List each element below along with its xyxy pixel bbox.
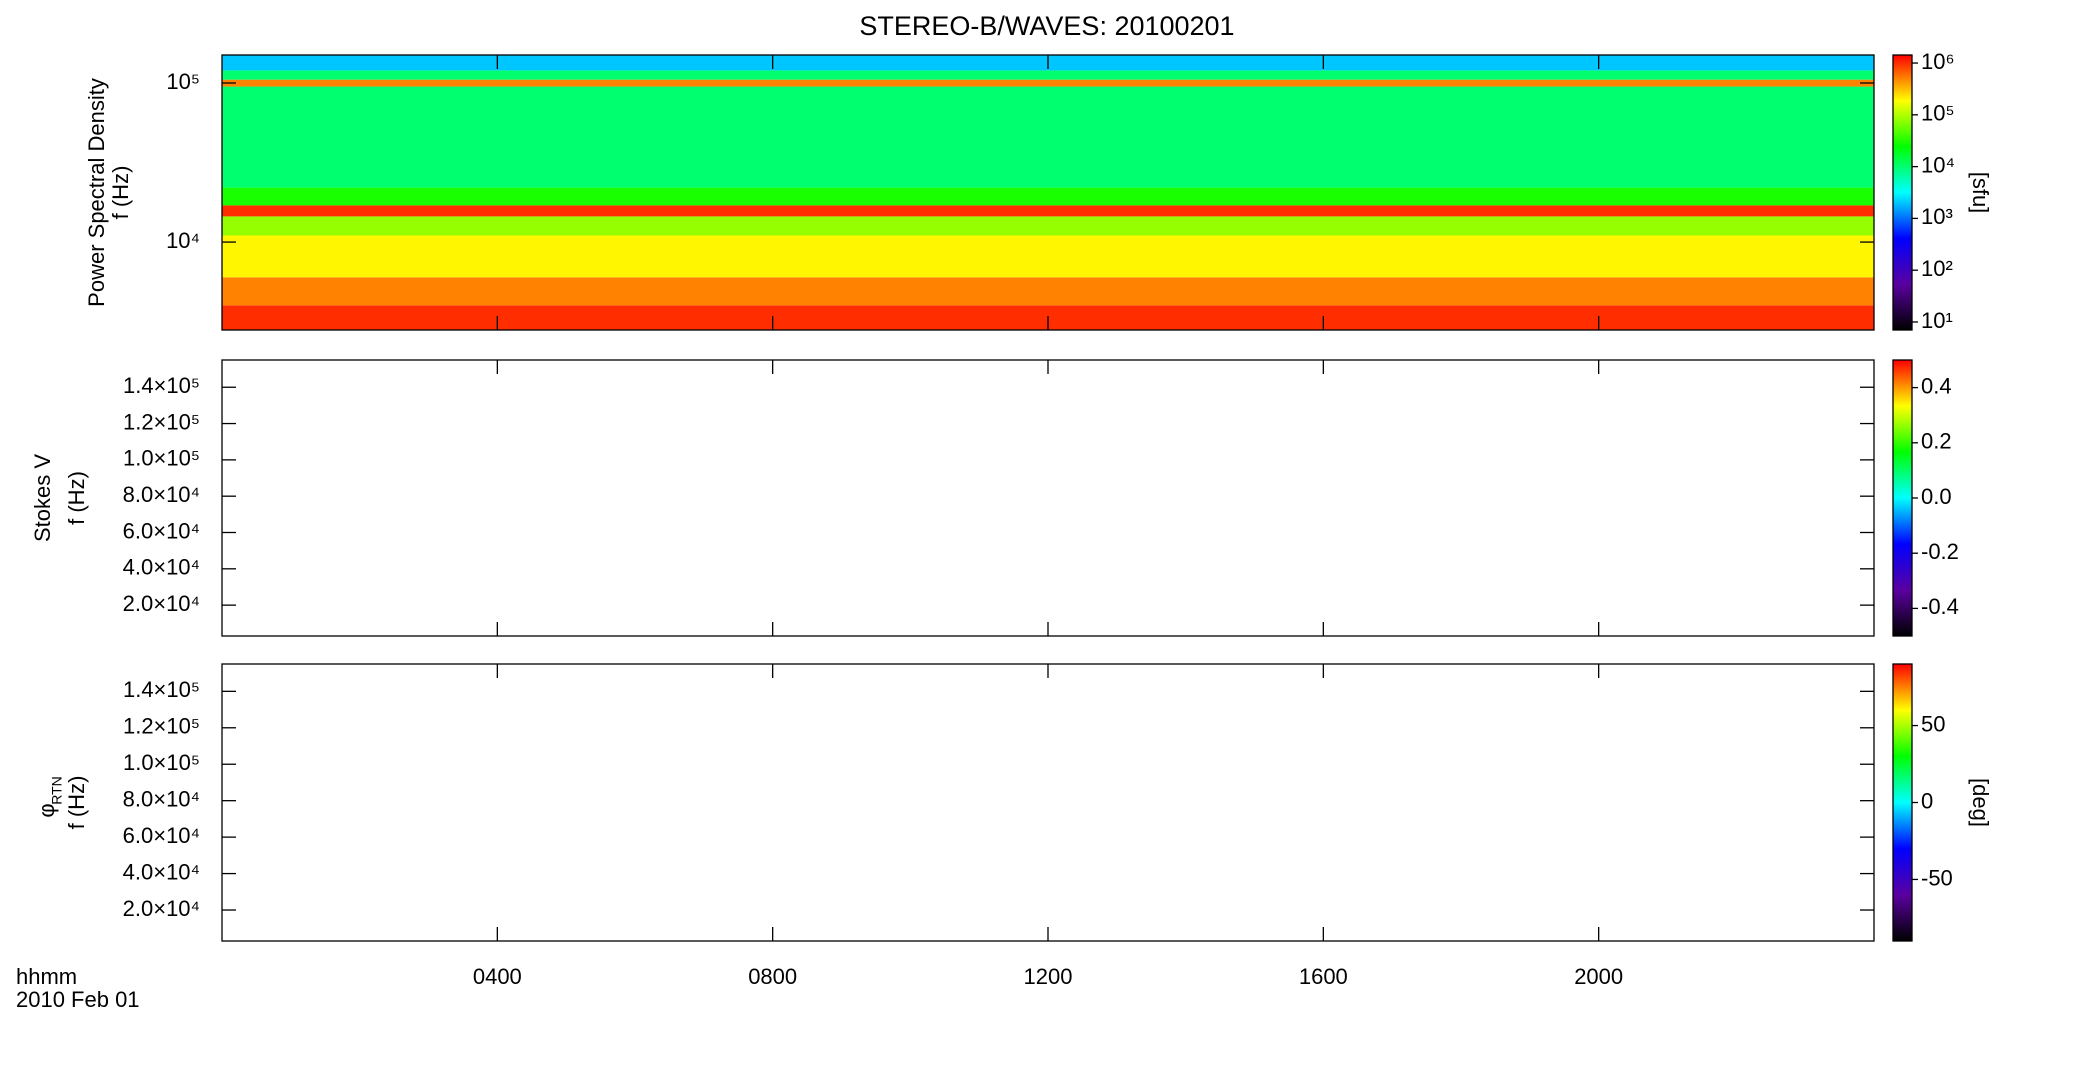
y-tick-label: 2.0×10⁴	[123, 896, 200, 921]
spectrogram-band	[222, 79, 1874, 87]
colorbar-tick-label: 0	[1921, 788, 1933, 813]
x-tick-label: 1600	[1299, 964, 1348, 989]
colorbar-tick-label: 10¹	[1921, 308, 1953, 333]
colorbar	[1892, 54, 1913, 331]
colorbar-tick-label: 10⁴	[1921, 152, 1955, 177]
y-tick-label: 10⁵	[166, 69, 200, 94]
y-tick-label: 1.4×10⁵	[123, 677, 200, 702]
chart-title: STEREO-B/WAVES: 20100201	[859, 11, 1234, 41]
colorbar-tick-label: 0.0	[1921, 484, 1952, 509]
colorbar-tick-label: 0.4	[1921, 373, 1952, 398]
x-tick-label: 2000	[1574, 964, 1623, 989]
y-axis-label: φ	[34, 803, 59, 817]
spectrogram-band	[222, 187, 1874, 206]
spectrogram-band	[222, 216, 1874, 236]
y-tick-label: 6.0×10⁴	[123, 823, 200, 848]
y-tick-label: 1.2×10⁵	[123, 409, 200, 434]
colorbar-tick-label: 10⁶	[1921, 49, 1955, 74]
spectrogram-band	[222, 70, 1874, 80]
colorbar-tick-label: 0.2	[1921, 429, 1952, 454]
y-axis-label: RTN	[49, 776, 65, 805]
colorbar-tick-label: 10⁵	[1921, 101, 1955, 126]
date-label: 2010 Feb 01	[16, 987, 140, 1012]
x-tick-label: 0800	[748, 964, 797, 989]
colorbar-label: [deg]	[1968, 778, 1993, 827]
spectrogram-band	[222, 277, 1874, 306]
colorbar-tick-label: -0.4	[1921, 594, 1959, 619]
colorbar-tick-label: -50	[1921, 865, 1953, 890]
y-tick-label: 8.0×10⁴	[123, 482, 200, 507]
y-axis-label: f (Hz)	[64, 471, 89, 525]
y-tick-label: 1.0×10⁵	[123, 750, 200, 775]
y-tick-label: 10⁴	[166, 228, 200, 253]
spectrogram-band	[222, 235, 1874, 278]
y-tick-label: 1.4×10⁵	[123, 373, 200, 398]
y-axis-label: Stokes V	[30, 454, 55, 542]
y-axis-label: f (Hz)	[108, 166, 133, 220]
colorbar-tick-label: 10³	[1921, 204, 1953, 229]
y-tick-label: 8.0×10⁴	[123, 786, 200, 811]
colorbar-label: [sfu]	[1968, 172, 1993, 214]
colorbar	[1892, 663, 1913, 942]
y-axis-label: Power Spectral Density	[84, 78, 109, 307]
y-tick-label: 1.2×10⁵	[123, 714, 200, 739]
spectrogram-band	[222, 86, 1874, 188]
panel-frame	[221, 359, 1875, 637]
colorbar-tick-label: 10²	[1921, 256, 1953, 281]
y-tick-label: 6.0×10⁴	[123, 518, 200, 543]
y-tick-label: 2.0×10⁴	[123, 591, 200, 616]
x-axis-label: hhmm	[16, 964, 77, 989]
panel-frame	[221, 663, 1875, 942]
y-tick-label: 4.0×10⁴	[123, 555, 200, 580]
x-tick-label: 0400	[473, 964, 522, 989]
colorbar-tick-label: -0.2	[1921, 539, 1959, 564]
y-axis-label: f (Hz)	[64, 776, 89, 830]
x-tick-label: 1200	[1024, 964, 1073, 989]
y-tick-label: 4.0×10⁴	[123, 859, 200, 884]
y-tick-label: 1.0×10⁵	[123, 446, 200, 471]
colorbar	[1892, 359, 1913, 637]
colorbar-tick-label: 50	[1921, 711, 1945, 736]
spectrogram-band	[222, 205, 1874, 217]
